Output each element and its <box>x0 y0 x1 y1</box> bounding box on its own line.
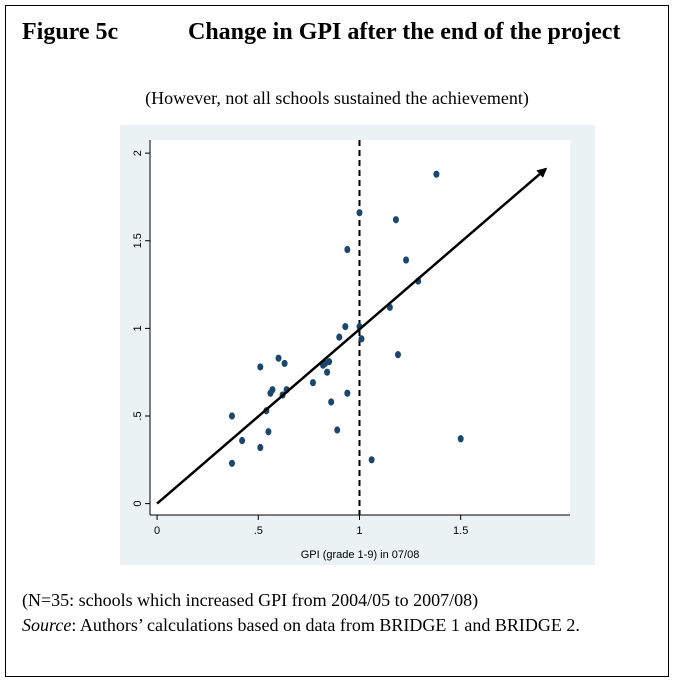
point <box>433 170 440 178</box>
point <box>392 216 399 224</box>
source-label: Source <box>22 615 72 635</box>
point <box>324 368 331 376</box>
footer: (N=35: schools which increased GPI from … <box>22 588 662 638</box>
point <box>257 363 264 371</box>
point <box>328 398 335 406</box>
source-text: : Authors’ calculations based on data fr… <box>71 615 580 635</box>
point <box>257 443 264 452</box>
x-tick-label: 1.5 <box>453 525 468 537</box>
note: (N=35: schools which increased GPI from … <box>22 590 479 610</box>
point <box>281 359 288 368</box>
point <box>344 245 351 254</box>
x-tick-label: 0 <box>154 525 160 537</box>
point <box>265 428 272 436</box>
point <box>309 379 316 387</box>
source: Source: Authors’ calculations based on d… <box>22 613 662 638</box>
y-tick-label: 1 <box>132 325 144 331</box>
point <box>394 351 401 359</box>
title-block: Figure 5c Change in GPI after the end of… <box>22 18 662 46</box>
y-tick-label: .5 <box>132 411 144 420</box>
point <box>228 412 235 420</box>
point <box>336 333 343 341</box>
point <box>358 335 365 343</box>
point <box>342 323 349 331</box>
point <box>275 354 282 362</box>
arrow <box>156 167 548 505</box>
x-tick-label: 1 <box>356 525 362 537</box>
point <box>368 456 375 464</box>
point <box>403 256 410 264</box>
y-tick-label: 2 <box>132 150 144 156</box>
point <box>334 426 341 434</box>
x-tick-label: .5 <box>254 525 263 537</box>
chart-title: Change in GPI after the end of the proje… <box>188 19 621 45</box>
point <box>344 389 351 397</box>
point <box>228 459 235 467</box>
y-tick-label: 0 <box>132 501 144 507</box>
point <box>269 386 276 394</box>
point <box>356 209 363 217</box>
point <box>326 358 333 366</box>
point <box>457 435 464 443</box>
chart-subtitle: (However, not all schools sustained the … <box>145 88 529 108</box>
x-axis-label: GPI (grade 1-9) in 07/08 <box>301 549 420 561</box>
y-tick-label: 1.5 <box>132 233 144 248</box>
point <box>239 436 246 445</box>
figure-frame <box>5 5 669 677</box>
figure-label: Figure 5c <box>22 19 119 45</box>
